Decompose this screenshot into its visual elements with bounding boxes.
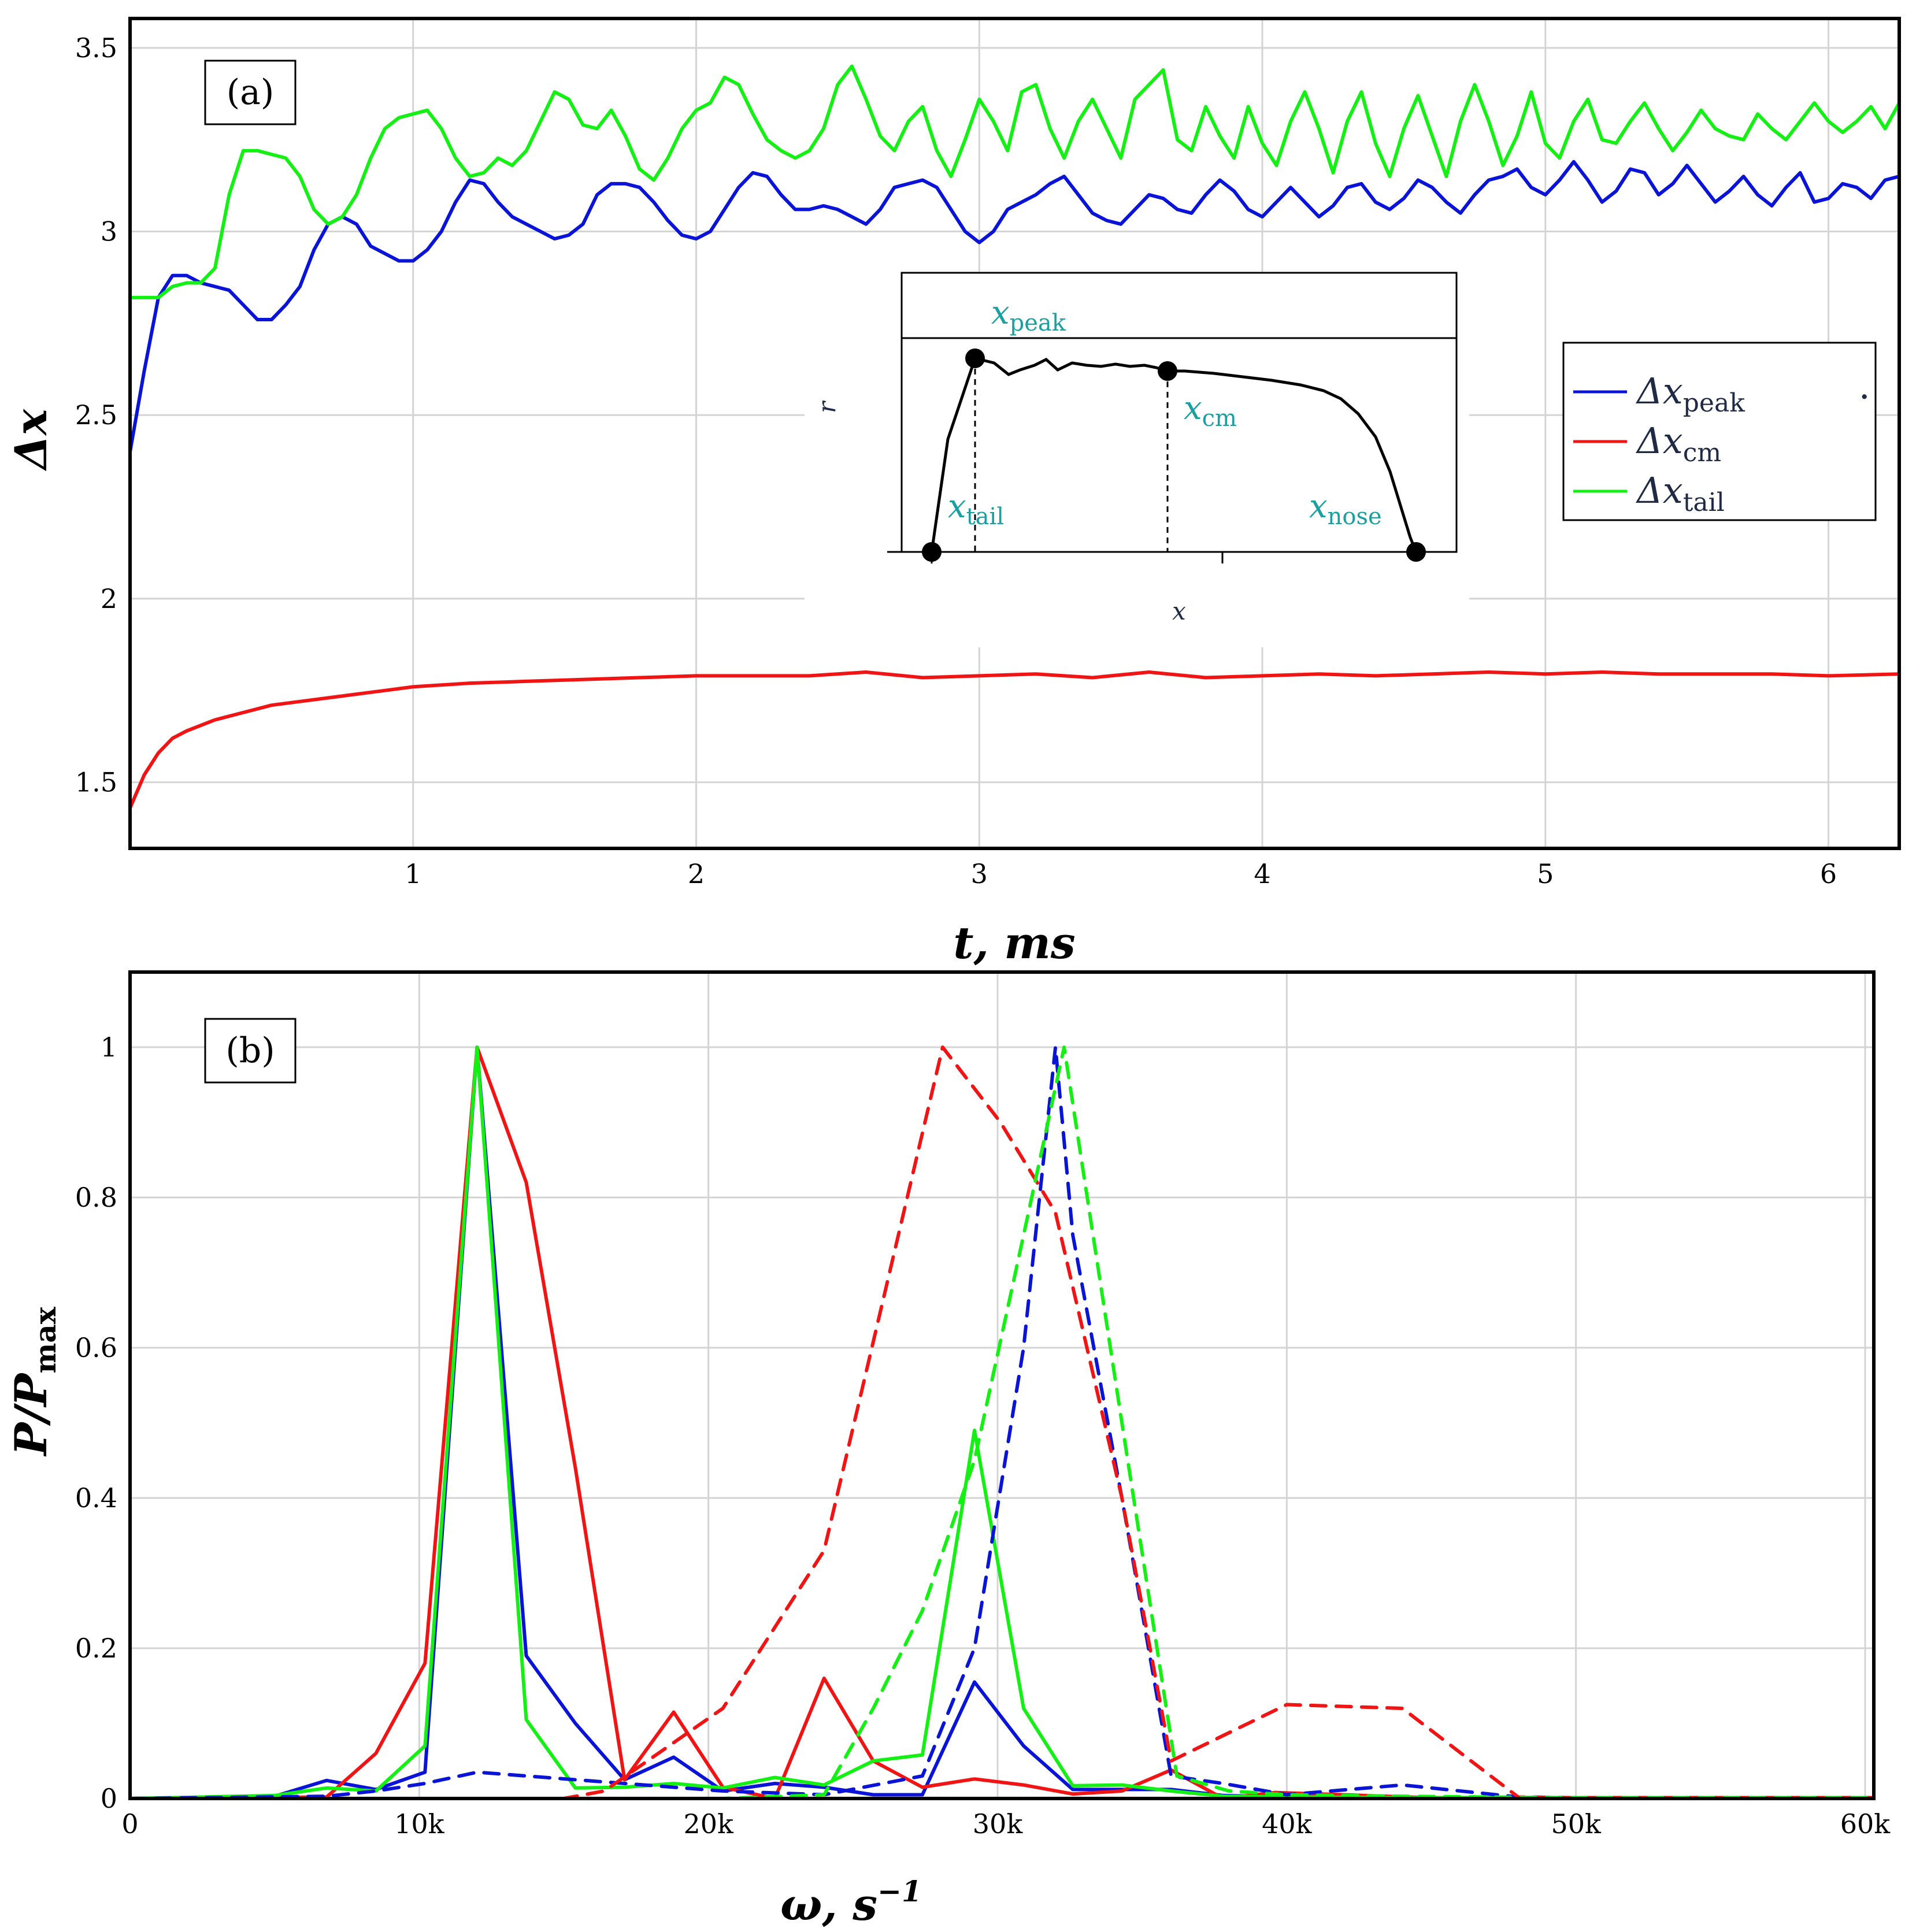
panel-a-x-tick-label: 2	[688, 858, 705, 889]
panel-a-tag: (a)	[227, 72, 275, 113]
panel-b-tag-box	[204, 1018, 297, 1084]
inset-cm-marker	[1158, 361, 1177, 381]
legend-entry-peak: Δxpeak	[1636, 370, 1745, 418]
panel-b-y-tick-label: 0.4	[75, 1482, 117, 1514]
inset-tail-marker	[922, 542, 942, 562]
panel-a-series--x-tail	[128, 64, 1901, 299]
inset-label-nose: xnose	[1309, 488, 1382, 530]
inset-x-axis-label: x	[1172, 597, 1186, 625]
panel-b-y-tick-label: 0.8	[75, 1182, 117, 1213]
panel-b-x-tick-label: 0	[121, 1808, 138, 1840]
panel-a-x-tick-label: 5	[1537, 858, 1554, 889]
panel-b-x-ticks: 0 10k 20k 30k 40k 50k 60k	[121, 1808, 1891, 1840]
panel-a: 1 2 3 4 5 6 1.5 2 2.5 3 3.5 (a) t, ms Δx xpeak xc…	[5, 17, 1901, 969]
panel-b-series-peak-solid	[128, 1045, 1876, 1800]
panel-a-y-ticks: 1.5 2 2.5 3 3.5	[75, 32, 117, 798]
panel-a-y-tick-label: 3	[101, 216, 117, 247]
panel-a-x-tick-label: 1	[405, 858, 421, 889]
inset-background	[805, 272, 1469, 647]
panel-a-x-tick-label: 3	[971, 858, 988, 889]
inset-nose-marker	[1406, 542, 1426, 562]
panel-b-x-tick-label: 10k	[394, 1808, 445, 1840]
panel-b-x-tick-label: 40k	[1262, 1808, 1313, 1840]
panel-a-x-tick-label: 6	[1820, 858, 1837, 889]
panel-b-y-tick-label: 0.2	[75, 1633, 117, 1664]
panel-b-y-label: P/Pmax	[5, 1306, 62, 1456]
inset-label-tail: xtail	[948, 488, 1004, 530]
panel-b-series-cm-solid	[128, 1045, 1876, 1800]
legend-entry-cm: Δxcm	[1636, 420, 1721, 468]
panel-a-x-tick-label: 4	[1254, 858, 1270, 889]
panel-b-series-cm-dashed	[128, 1045, 1876, 1800]
panel-b-series-tail-solid	[128, 1045, 1876, 1800]
panel-b-x-tick-label: 20k	[683, 1808, 734, 1840]
panel-b-grid	[129, 972, 1874, 1800]
panel-a-y-label: Δx	[5, 408, 57, 472]
legend: Δxpeak Δxcm Δxtail .	[1562, 342, 1877, 521]
panel-b-y-ticks: 0 0.2 0.4 0.6 0.8 1	[75, 1032, 117, 1814]
legend-entry-tail: Δxtail	[1636, 469, 1725, 517]
panel-b-x-tick-label: 30k	[973, 1808, 1024, 1840]
panel-b-series	[128, 1045, 1876, 1800]
inset-y-axis-label: r	[813, 400, 841, 413]
panel-a-y-tick-label: 1.5	[75, 767, 117, 798]
inset-schematic: xpeak xcm xtail xnose x r	[805, 272, 1469, 647]
inset-peak-marker	[965, 348, 985, 368]
inset-label-peak: xpeak	[991, 294, 1066, 336]
panel-b-series-peak-dashed	[128, 1045, 1876, 1800]
panel-b-y-tick-label: 0.6	[75, 1332, 117, 1363]
panel-b-frame	[128, 970, 1876, 1800]
inset-plot-box	[900, 337, 1458, 553]
legend-dot: .	[1860, 376, 1869, 405]
panel-a-frame	[128, 17, 1901, 850]
panel-b-x-tick-label: 60k	[1840, 1808, 1891, 1840]
panel-a-y-tick-label: 2.5	[75, 399, 117, 431]
panel-a-series	[128, 64, 1901, 810]
panel-a-x-ticks: 1 2 3 4 5 6	[405, 858, 1837, 889]
panel-a-tag-box	[204, 60, 297, 125]
panel-b-y-tick-label: 1	[101, 1032, 117, 1063]
panel-b-x-label: ω, s−1	[780, 1874, 922, 1930]
panel-b: 0 10k 20k 30k 40k 50k 60k 0 0.2 0.4 0.6 0.8 1 (b) ω…	[5, 970, 1891, 1930]
panel-b-tag: (b)	[225, 1030, 275, 1071]
panel-a-y-tick-label: 3.5	[75, 32, 117, 64]
inset-profile-curve	[930, 357, 1418, 552]
panel-b-series-tail-dashed	[128, 1045, 1876, 1800]
panel-b-y-tick-label: 0	[101, 1783, 117, 1814]
panel-a-y-tick-label: 2	[101, 583, 117, 614]
panel-a-series--x-peak	[128, 160, 1901, 454]
panel-a-x-label: t, ms	[953, 917, 1075, 969]
panel-a-series--x-cm	[128, 670, 1901, 810]
panel-b-x-tick-label: 50k	[1551, 1808, 1602, 1840]
inset-label-cm: xcm	[1184, 390, 1237, 432]
